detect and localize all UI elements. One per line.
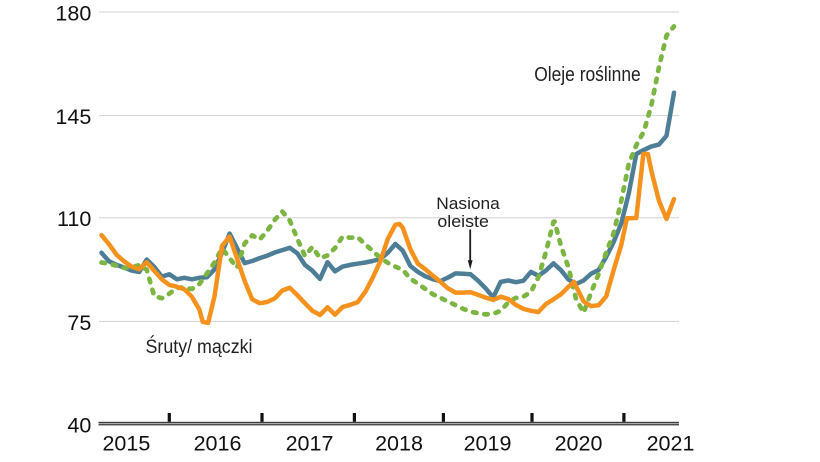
svg-text:110: 110 [57, 207, 91, 231]
svg-text:2015: 2015 [102, 431, 150, 455]
svg-text:2019: 2019 [464, 431, 512, 455]
svg-text:Śruty/ mączki: Śruty/ mączki [146, 334, 253, 358]
svg-text:180: 180 [55, 2, 91, 26]
svg-text:2018: 2018 [375, 431, 423, 455]
svg-text:40: 40 [67, 414, 91, 438]
svg-text:Oleje roślinne: Oleje roślinne [534, 63, 641, 86]
svg-text:oleiste: oleiste [437, 212, 489, 231]
svg-text:145: 145 [55, 105, 91, 129]
svg-text:Nasiona: Nasiona [436, 194, 500, 213]
svg-text:75: 75 [67, 311, 91, 335]
svg-text:2017: 2017 [286, 431, 334, 455]
svg-text:2021: 2021 [647, 431, 695, 455]
svg-text:2020: 2020 [555, 431, 603, 455]
svg-text:2016: 2016 [194, 431, 242, 455]
